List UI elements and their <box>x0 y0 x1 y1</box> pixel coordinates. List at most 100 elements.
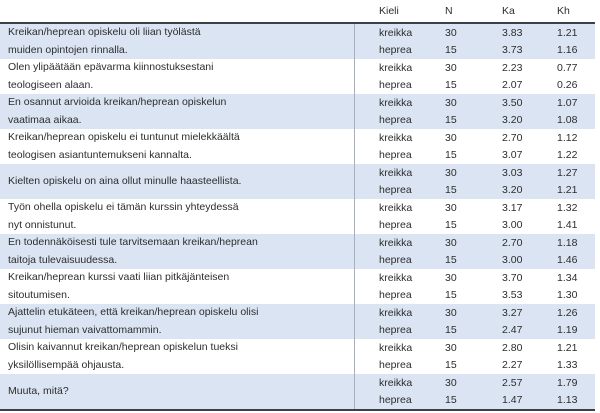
n-cell: 15 <box>445 114 457 127</box>
statement-cell: En todennäköisesti tule tarvitsemaan kre… <box>0 234 355 269</box>
ka-cell: 3.20 <box>502 114 523 127</box>
table-row-group: En osannut arvioida kreikan/heprean opis… <box>0 94 595 129</box>
kieli-cell: kreikka <box>379 166 413 179</box>
n-cell: 30 <box>445 166 457 179</box>
kh-cell: 1.27 <box>557 166 578 179</box>
kh-cell: 1.21 <box>557 184 578 197</box>
kieli-cell: kreikka <box>379 131 413 144</box>
statement-cell: Kielten opiskelu on aina ollut minulle h… <box>0 164 355 199</box>
n-cell: 30 <box>445 236 457 249</box>
statement-cell: Olen ylipäätään epävarma kiinnostuksesta… <box>0 59 355 94</box>
kieli-cell: heprea <box>379 184 412 197</box>
kieli-cell: heprea <box>379 254 412 267</box>
kieli-cell: kreikka <box>379 376 413 389</box>
statement-cell: Kreikan/heprean opiskelu oli liian työlä… <box>0 24 355 59</box>
kh-cell: 1.19 <box>557 324 578 337</box>
ka-cell: 3.27 <box>502 306 523 319</box>
table-row: heprea 15 3.00 1.46 <box>355 252 595 270</box>
ka-cell: 2.57 <box>502 376 523 389</box>
kh-cell: 1.12 <box>557 131 578 144</box>
column-header-kh: Kh <box>557 5 570 17</box>
kh-cell: 1.32 <box>557 201 578 214</box>
ka-cell: 3.20 <box>502 184 523 197</box>
table-row: kreikka 30 2.70 1.12 <box>355 129 595 147</box>
table-row-group: Työn ohella opiskelu ei tämän kurssin yh… <box>0 199 595 234</box>
table-row: heprea 15 3.07 1.22 <box>355 147 595 165</box>
column-header-kieli: Kieli <box>379 5 399 17</box>
table-row-group: Kreikan/heprean opiskelu ei tuntunut mie… <box>0 129 595 164</box>
kieli-cell: heprea <box>379 324 412 337</box>
table-row: kreikka 30 3.50 1.07 <box>355 94 595 112</box>
kieli-cell: kreikka <box>379 201 413 214</box>
kieli-cell: heprea <box>379 114 412 127</box>
table-row: kreikka 30 2.57 1.79 <box>355 374 595 392</box>
column-header-ka: Ka <box>502 5 515 17</box>
table-row-group: Kreikan/heprean opiskelu oli liian työlä… <box>0 24 595 59</box>
n-cell: 15 <box>445 149 457 162</box>
kieli-cell: kreikka <box>379 236 413 249</box>
kh-cell: 1.22 <box>557 149 578 162</box>
ka-cell: 3.00 <box>502 254 523 267</box>
table-row-group: Muuta, mitä? kreikka 30 2.57 1.79 heprea 15 1.4… <box>0 374 595 409</box>
n-cell: 15 <box>445 289 457 302</box>
ka-cell: 2.47 <box>502 324 523 337</box>
n-cell: 30 <box>445 96 457 109</box>
ka-cell: 2.70 <box>502 131 523 144</box>
table-row-group: Olisin kaivannut kreikan/heprean opiskel… <box>0 339 595 374</box>
n-cell: 15 <box>445 44 457 57</box>
kieli-cell: kreikka <box>379 341 413 354</box>
kh-cell: 0.26 <box>557 79 578 92</box>
table-row: kreikka 30 2.23 0.77 <box>355 59 595 77</box>
ka-cell: 3.50 <box>502 96 523 109</box>
ka-cell: 3.73 <box>502 44 523 57</box>
table-row-group: Olen ylipäätään epävarma kiinnostuksesta… <box>0 59 595 94</box>
kieli-cell: kreikka <box>379 271 413 284</box>
table-row: kreikka 30 3.70 1.34 <box>355 269 595 287</box>
statement-cell: Kreikan/heprean opiskelu ei tuntunut mie… <box>0 129 355 164</box>
kieli-cell: heprea <box>379 79 412 92</box>
ka-cell: 2.80 <box>502 341 523 354</box>
n-cell: 15 <box>445 324 457 337</box>
kh-cell: 1.16 <box>557 44 578 57</box>
kh-cell: 1.08 <box>557 114 578 127</box>
n-cell: 15 <box>445 394 457 407</box>
kh-cell: 0.77 <box>557 61 578 74</box>
table-row: heprea 15 2.47 1.19 <box>355 322 595 340</box>
kh-cell: 1.79 <box>557 376 578 389</box>
ka-cell: 3.83 <box>502 26 523 39</box>
kieli-cell: heprea <box>379 359 412 372</box>
statement-cell: Työn ohella opiskelu ei tämän kurssin yh… <box>0 199 355 234</box>
kieli-cell: heprea <box>379 289 412 302</box>
table-bottom-rule <box>0 409 595 411</box>
statement-cell: Kreikan/heprean kurssi vaati liian pitkä… <box>0 269 355 304</box>
kh-cell: 1.07 <box>557 96 578 109</box>
table-row: heprea 15 3.00 1.41 <box>355 217 595 235</box>
n-cell: 30 <box>445 271 457 284</box>
ka-cell: 2.07 <box>502 79 523 92</box>
table-row-group: Kreikan/heprean kurssi vaati liian pitkä… <box>0 269 595 304</box>
kieli-cell: kreikka <box>379 96 413 109</box>
ka-cell: 3.70 <box>502 271 523 284</box>
statement-cell: Olisin kaivannut kreikan/heprean opiskel… <box>0 339 355 374</box>
kh-cell: 1.33 <box>557 359 578 372</box>
kh-cell: 1.46 <box>557 254 578 267</box>
table-row: kreikka 30 3.17 1.32 <box>355 199 595 217</box>
ka-cell: 3.03 <box>502 166 523 179</box>
table-row: heprea 15 2.07 0.26 <box>355 77 595 95</box>
n-cell: 30 <box>445 306 457 319</box>
kieli-cell: heprea <box>379 394 412 407</box>
statement-cell: Muuta, mitä? <box>0 374 355 409</box>
kh-cell: 1.30 <box>557 289 578 302</box>
ka-cell: 3.53 <box>502 289 523 302</box>
kh-cell: 1.21 <box>557 26 578 39</box>
table-row-group: Ajattelin etukäteen, että kreikan/heprea… <box>0 304 595 339</box>
kieli-cell: kreikka <box>379 306 413 319</box>
ka-cell: 2.27 <box>502 359 523 372</box>
ka-cell: 3.07 <box>502 149 523 162</box>
n-cell: 30 <box>445 376 457 389</box>
table-row: kreikka 30 3.27 1.26 <box>355 304 595 322</box>
column-header-n: N <box>445 5 453 17</box>
kh-cell: 1.41 <box>557 219 578 232</box>
kh-cell: 1.18 <box>557 236 578 249</box>
